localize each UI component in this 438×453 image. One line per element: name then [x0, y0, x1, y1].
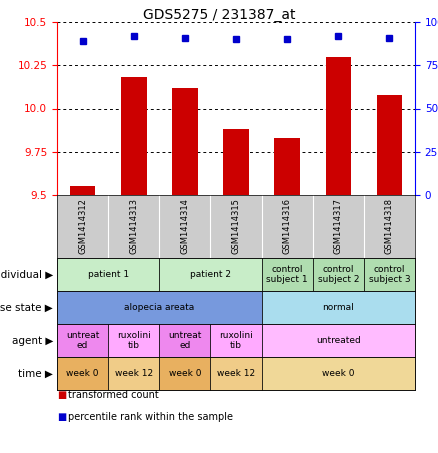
Text: GSM1414317: GSM1414317 [334, 198, 343, 255]
Text: week 0: week 0 [169, 369, 201, 378]
Bar [261, 324, 415, 357]
Bar [210, 357, 261, 390]
Text: week 0: week 0 [322, 369, 354, 378]
Text: patient 2: patient 2 [190, 270, 231, 279]
Text: transformed count: transformed count [68, 390, 159, 400]
Text: patient 1: patient 1 [88, 270, 129, 279]
Bar [159, 324, 210, 357]
Bar [364, 258, 415, 291]
Bar [159, 258, 261, 291]
Bar [172, 88, 198, 195]
Bar [57, 258, 159, 291]
Bar [159, 357, 210, 390]
Bar [261, 291, 415, 324]
Text: disease state ▶: disease state ▶ [0, 303, 53, 313]
Bar [70, 186, 95, 195]
Bar [261, 357, 415, 390]
Bar [108, 324, 159, 357]
Bar [57, 324, 108, 357]
Text: ■: ■ [57, 390, 66, 400]
Text: agent ▶: agent ▶ [12, 336, 53, 346]
Text: untreat
ed: untreat ed [66, 331, 99, 350]
Bar [325, 57, 351, 195]
Bar [377, 95, 402, 195]
Bar [313, 258, 364, 291]
Bar [108, 357, 159, 390]
Text: ruxolini
tib: ruxolini tib [117, 331, 151, 350]
Text: week 12: week 12 [115, 369, 153, 378]
Text: control
subject 1: control subject 1 [266, 265, 308, 284]
Bar [223, 129, 249, 195]
Bar [261, 258, 313, 291]
Text: individual ▶: individual ▶ [0, 270, 53, 280]
Text: GSM1414315: GSM1414315 [232, 198, 240, 255]
Text: ■: ■ [57, 412, 66, 422]
Text: GSM1414314: GSM1414314 [180, 198, 189, 255]
Text: percentile rank within the sample: percentile rank within the sample [68, 412, 233, 422]
Text: GSM1414312: GSM1414312 [78, 198, 87, 255]
Text: GSM1414316: GSM1414316 [283, 198, 292, 255]
Text: normal: normal [322, 303, 354, 312]
Text: control
subject 2: control subject 2 [318, 265, 359, 284]
Text: week 0: week 0 [66, 369, 99, 378]
Text: GDS5275 / 231387_at: GDS5275 / 231387_at [143, 8, 295, 22]
Bar [121, 77, 146, 195]
Text: time ▶: time ▶ [18, 368, 53, 379]
Text: ruxolini
tib: ruxolini tib [219, 331, 253, 350]
Text: GSM1414318: GSM1414318 [385, 198, 394, 255]
Bar [57, 291, 261, 324]
Bar [274, 138, 300, 195]
Text: control
subject 3: control subject 3 [369, 265, 410, 284]
Bar [57, 357, 108, 390]
Text: GSM1414313: GSM1414313 [129, 198, 138, 255]
Text: week 12: week 12 [217, 369, 255, 378]
Bar [210, 324, 261, 357]
Text: untreated: untreated [316, 336, 360, 345]
Text: untreat
ed: untreat ed [168, 331, 201, 350]
Text: alopecia areata: alopecia areata [124, 303, 194, 312]
